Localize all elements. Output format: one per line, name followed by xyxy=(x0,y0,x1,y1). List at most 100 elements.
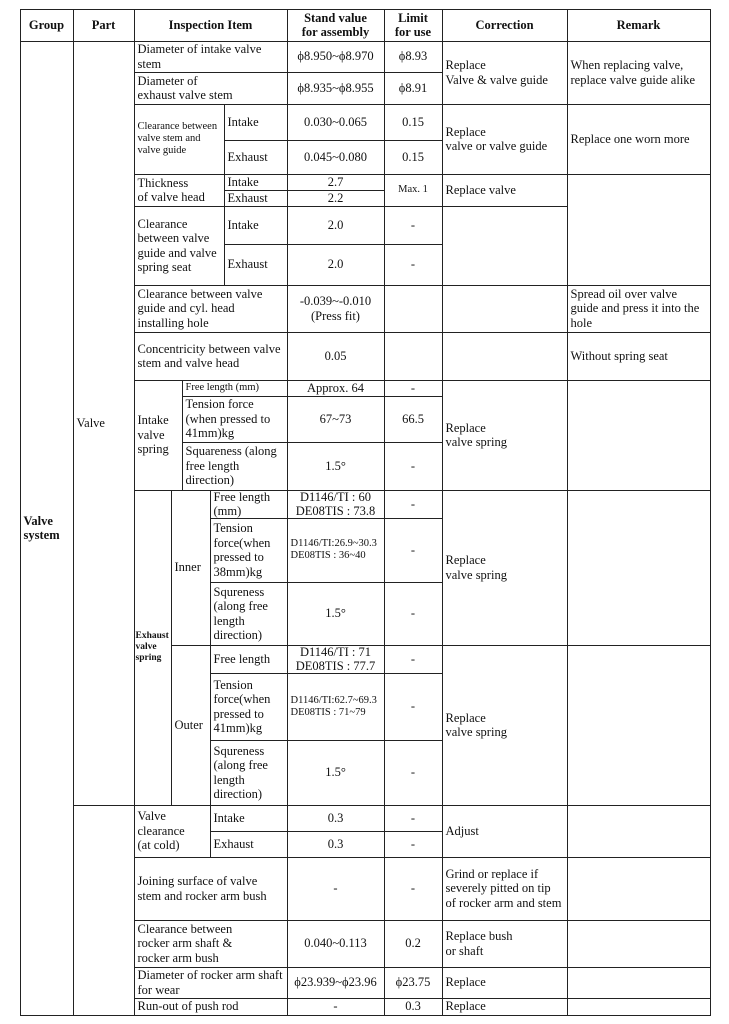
item-cell-text: Run-out of push rod xyxy=(137,999,239,1014)
sub-item-cell-text: Exhaust xyxy=(227,190,268,205)
limit-cell-text: - xyxy=(410,765,416,780)
limit-cell: - xyxy=(383,243,443,286)
limit-cell-text: - xyxy=(410,651,416,666)
sub-item-cell: Exhaust xyxy=(223,243,288,286)
stand-cell-text: - xyxy=(333,999,338,1014)
item-cell-text: Valve clearance (at cold) xyxy=(137,809,185,853)
stand-cell-text: D1146/TI : 60 DE08TIS : 73.8 xyxy=(295,489,376,518)
stand-cell-text: 2.0 xyxy=(327,257,344,272)
stand-cell-text: D1146/TI:62.7~69.3 DE08TIS : 71~79 xyxy=(290,694,377,718)
correction-cell: Replace valve xyxy=(441,173,568,207)
stand-cell-text: 0.3 xyxy=(327,836,344,851)
limit-cell-text: 0.3 xyxy=(405,999,421,1014)
item-cell-text: Tension force(when pressed to 41mm)kg xyxy=(213,677,271,736)
stand-cell-text: ϕ8.950~ϕ8.970 xyxy=(297,49,374,64)
item-cell: Joining surface of valve stem and rocker… xyxy=(133,856,288,921)
item-cell-text: Squreness (along free length direction) xyxy=(213,584,268,643)
stand-cell-text: 67~73 xyxy=(319,411,352,426)
stand-cell: 2.7 xyxy=(286,173,385,191)
sub-item-cell-text: Intake xyxy=(227,114,259,129)
stand-cell-text: 2.2 xyxy=(327,190,344,205)
limit-cell: - xyxy=(383,581,443,646)
item-cell: Clearance between valve guide and valve … xyxy=(133,205,225,286)
part-cell: Valve xyxy=(72,40,135,806)
stand-cell: 0.040~0.113 xyxy=(286,919,385,968)
stand-cell: 0.030~0.065 xyxy=(286,103,385,141)
sub-item-cell: Exhaust xyxy=(223,139,288,175)
remark-cell xyxy=(566,173,711,286)
limit-cell: - xyxy=(383,379,443,397)
limit-cell-text: 66.5 xyxy=(402,411,424,426)
spring-label-cell: Intake valve spring xyxy=(133,379,183,491)
item-cell: Free length (mm) xyxy=(209,489,288,519)
item-cell: Diameter of intake valve stem xyxy=(133,40,288,73)
limit-cell-text: - xyxy=(410,217,416,232)
item-cell-text: Free length (mm) xyxy=(185,382,259,393)
spring-sub-label-cell: Outer xyxy=(170,644,211,806)
remark-cell xyxy=(566,804,711,858)
header-correction: Correction xyxy=(441,8,568,42)
stand-cell: D1146/TI:26.9~30.3 DE08TIS : 36~40 xyxy=(286,517,385,583)
header-inspection-item-text: Inspection Item xyxy=(168,17,253,32)
sub-item-cell: Intake xyxy=(223,205,288,245)
item-cell-text: Diameter of exhaust valve stem xyxy=(137,73,233,103)
correction-cell: Replace bush or shaft xyxy=(441,919,568,968)
limit-cell: ϕ23.75 xyxy=(383,966,443,999)
limit-cell: - xyxy=(383,856,443,921)
limit-cell: - xyxy=(383,205,443,245)
item-cell: Diameter of rocker arm shaft for wear xyxy=(133,966,288,999)
sub-item-cell: Exhaust xyxy=(209,830,288,858)
spring-sub-label-cell-text: Outer xyxy=(174,717,203,732)
limit-cell: - xyxy=(383,517,443,583)
limit-cell-text: - xyxy=(410,257,416,272)
stand-cell-text: 2.7 xyxy=(327,174,344,189)
limit-cell-text: - xyxy=(410,606,416,621)
limit-cell: - xyxy=(383,804,443,832)
stand-cell-text: 1.5° xyxy=(325,458,346,473)
limit-cell-text: - xyxy=(410,699,416,714)
correction-cell: Replace valve spring xyxy=(441,489,568,646)
item-cell: Free length xyxy=(209,644,288,674)
stand-cell: 1.5° xyxy=(286,581,385,646)
stand-cell: 0.3 xyxy=(286,830,385,858)
correction-cell-text: Replace valve or valve guide xyxy=(445,124,548,154)
remark-cell xyxy=(566,966,711,999)
header-part: Part xyxy=(72,8,135,42)
remark-cell xyxy=(566,997,711,1016)
item-cell-text: Squreness (along free length direction) xyxy=(213,743,268,802)
group-cell-text: Valve system xyxy=(23,513,60,543)
limit-cell: 0.2 xyxy=(383,919,443,968)
remark-cell xyxy=(566,644,711,806)
sub-item-cell-text: Exhaust xyxy=(227,257,268,272)
limit-cell-text: 0.15 xyxy=(402,149,424,164)
item-cell: Tension force (when pressed to 41mm)kg xyxy=(181,395,288,443)
item-cell: Tension force(when pressed to 38mm)kg xyxy=(209,517,288,583)
stand-cell: 2.0 xyxy=(286,205,385,245)
stand-cell: ϕ8.935~ϕ8.955 xyxy=(286,71,385,105)
sub-item-cell: Exhaust xyxy=(223,189,288,207)
correction-cell-text: Replace valve spring xyxy=(445,420,507,450)
item-cell-text: Squareness (along free length direction) xyxy=(185,444,277,488)
correction-cell: Replace valve spring xyxy=(441,644,568,806)
stand-cell-text: 2.0 xyxy=(327,217,344,232)
stand-cell: ϕ8.950~ϕ8.970 xyxy=(286,40,385,73)
item-cell-text: Clearance between rocker arm shaft & roc… xyxy=(137,921,233,965)
remark-cell-text: Replace one worn more xyxy=(570,131,690,146)
stand-cell: -0.039~-0.010 (Press fit) xyxy=(286,284,385,333)
remark-cell: Without spring seat xyxy=(566,331,711,381)
limit-cell xyxy=(383,284,443,333)
part-cell-text: Valve xyxy=(76,415,105,430)
item-cell-text: Free length (mm) xyxy=(213,489,271,518)
item-cell: Clearance between valve guide and cyl. h… xyxy=(133,284,288,333)
remark-cell: When replacing valve, replace valve guid… xyxy=(566,40,711,105)
limit-cell: 0.15 xyxy=(383,103,443,141)
stand-cell-text: ϕ23.939~ϕ23.96 xyxy=(294,975,377,990)
item-cell-text: Diameter of intake valve stem xyxy=(137,42,262,71)
remark-cell xyxy=(566,856,711,921)
item-cell: Valve clearance (at cold) xyxy=(133,804,211,858)
item-cell-text: Clearance between valve guide and cyl. h… xyxy=(137,286,263,330)
header-remark: Remark xyxy=(566,8,711,42)
item-cell-text: Tension force (when pressed to 41mm)kg xyxy=(185,397,271,441)
stand-cell: 0.045~0.080 xyxy=(286,139,385,175)
sub-item-cell-text: Intake xyxy=(227,217,259,232)
